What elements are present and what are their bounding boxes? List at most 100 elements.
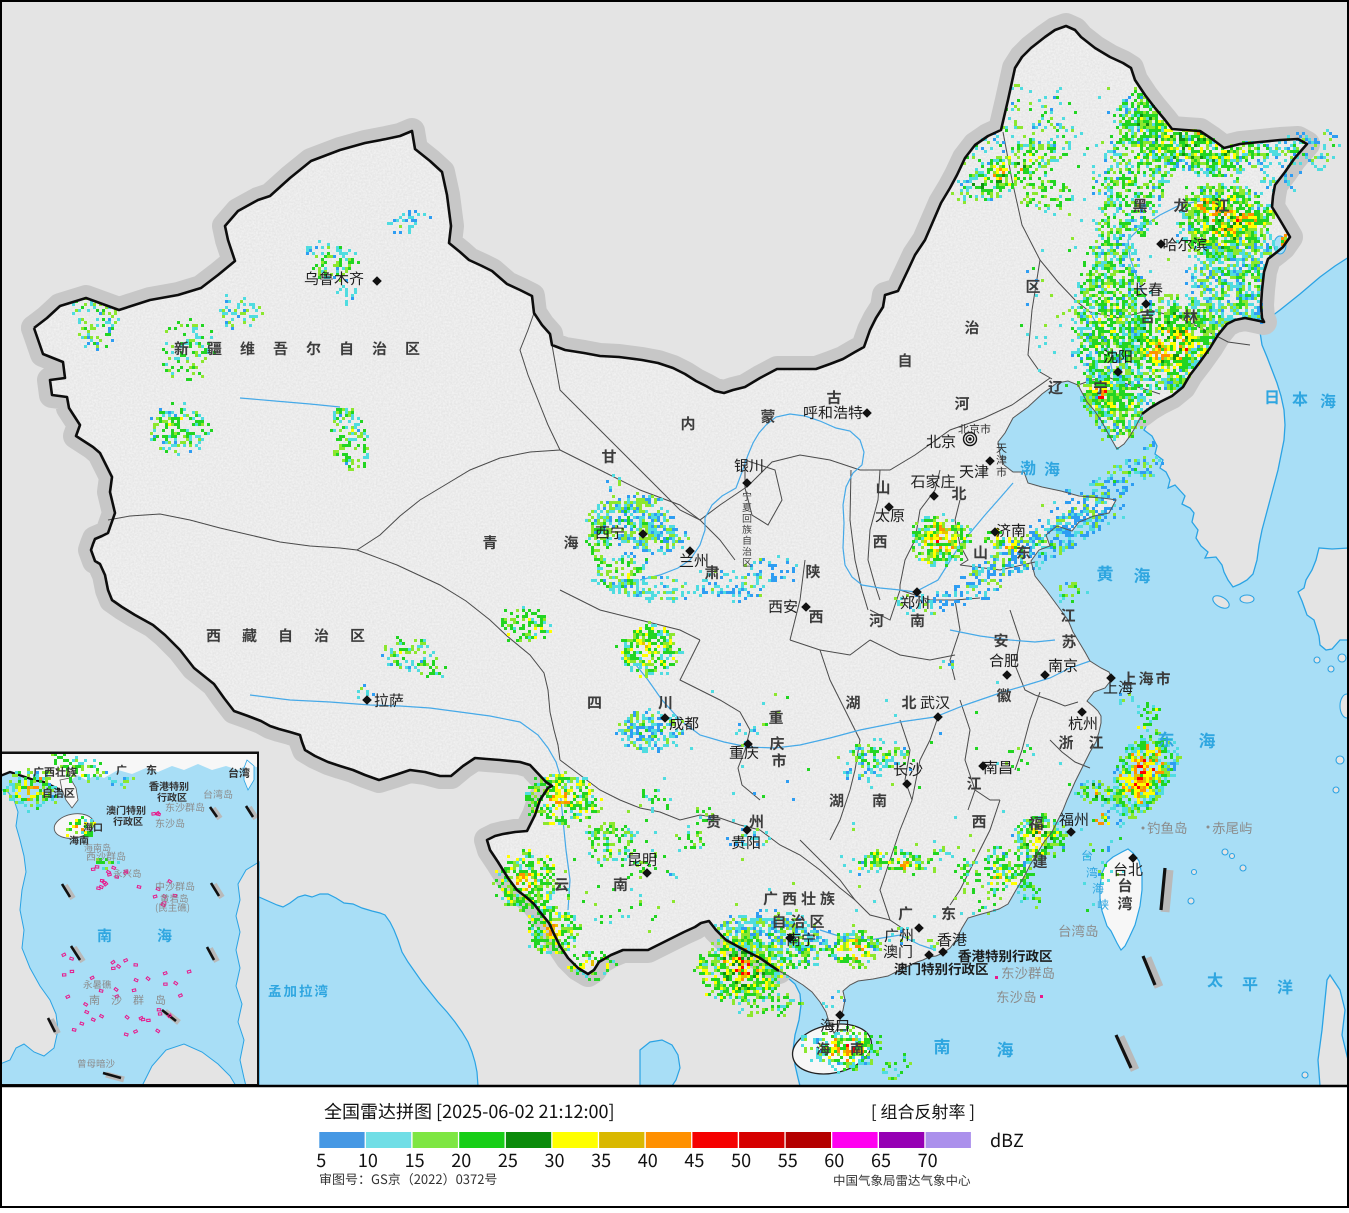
svg-text:广州: 广州: [884, 925, 914, 946]
svg-text:治: 治: [964, 317, 979, 338]
svg-text:庆: 庆: [769, 733, 784, 754]
svg-text:[ 组合反射率 ]: [ 组合反射率 ]: [871, 1098, 975, 1123]
svg-text:河: 河: [954, 393, 969, 414]
svg-text:广西壮族: 广西壮族: [763, 888, 839, 909]
svg-text:台: 台: [1117, 875, 1132, 896]
svg-text:北京: 北京: [926, 431, 956, 452]
svg-text:西藏自治区: 西藏自治区: [206, 625, 386, 646]
svg-text:dBZ: dBZ: [990, 1127, 1024, 1153]
svg-text:杭州: 杭州: [1068, 713, 1098, 734]
svg-text:钓鱼岛: 钓鱼岛: [1147, 817, 1188, 837]
svg-text:市: 市: [996, 464, 1007, 480]
svg-text:云南: 云南: [554, 874, 672, 895]
svg-text:海南: 海南: [69, 832, 89, 847]
svg-text:海: 海: [563, 532, 578, 553]
svg-text:昆明: 昆明: [627, 849, 657, 870]
svg-text:江: 江: [1060, 605, 1075, 626]
svg-text:北京市: 北京市: [958, 421, 991, 437]
svg-text:贵阳: 贵阳: [731, 832, 761, 853]
svg-text:呼和浩特: 呼和浩特: [803, 402, 863, 423]
svg-text:海: 海: [997, 1036, 1014, 1061]
svg-text:南昌: 南昌: [983, 757, 1013, 778]
svg-text:济南: 济南: [996, 520, 1026, 541]
svg-text:市: 市: [771, 750, 786, 771]
svg-text:海南: 海南: [816, 1039, 884, 1059]
svg-text:湖南: 湖南: [829, 790, 915, 811]
svg-text:夏: 夏: [742, 499, 752, 514]
svg-text:吉林: 吉林: [1140, 306, 1226, 327]
svg-text:太原: 太原: [875, 505, 905, 526]
svg-text:沈阳: 沈阳: [1103, 346, 1133, 367]
svg-text:族: 族: [742, 521, 752, 536]
svg-text:银川: 银川: [734, 455, 764, 476]
svg-text:天: 天: [996, 440, 1007, 456]
svg-text:甘: 甘: [601, 446, 616, 467]
svg-text:西: 西: [971, 811, 986, 832]
svg-text:台湾岛: 台湾岛: [203, 786, 233, 801]
svg-text:江: 江: [966, 773, 981, 794]
svg-text:日: 日: [1264, 384, 1280, 408]
svg-text:西: 西: [808, 606, 823, 627]
svg-text:50: 50: [731, 1147, 751, 1173]
svg-text:香港特别行政区: 香港特别行政区: [957, 945, 1053, 965]
svg-text:河南: 河南: [869, 610, 951, 631]
svg-text:台北: 台北: [1113, 859, 1143, 880]
svg-text:陕: 陕: [805, 561, 820, 582]
svg-text:天津: 天津: [959, 461, 989, 482]
svg-text:湾: 湾: [1117, 893, 1132, 914]
svg-text:55: 55: [778, 1147, 798, 1173]
svg-text:区: 区: [1025, 276, 1040, 297]
svg-text:湖: 湖: [845, 692, 860, 713]
svg-text:渤: 渤: [1020, 455, 1036, 479]
svg-text:65: 65: [871, 1147, 891, 1173]
svg-text:成都: 成都: [669, 713, 699, 734]
svg-text:自: 自: [897, 350, 912, 371]
svg-text:合肥: 合肥: [989, 650, 1019, 671]
svg-text:广东: 广东: [898, 903, 984, 924]
svg-text:肃: 肃: [704, 562, 719, 583]
svg-text:永暑礁: 永暑礁: [83, 977, 112, 991]
svg-text:本: 本: [1292, 386, 1308, 410]
svg-text:重: 重: [768, 707, 783, 728]
svg-text:浙: 浙: [1058, 732, 1073, 753]
svg-text:古: 古: [826, 387, 841, 408]
svg-text:武汉: 武汉: [920, 692, 950, 713]
svg-text:乌鲁木齐: 乌鲁木齐: [304, 268, 364, 289]
svg-text:北: 北: [951, 483, 966, 504]
svg-text:宁: 宁: [742, 488, 752, 503]
svg-text:40: 40: [638, 1147, 658, 1173]
svg-text:南京: 南京: [1048, 655, 1078, 676]
svg-text:25: 25: [498, 1147, 518, 1173]
svg-text:太: 太: [1207, 967, 1223, 991]
svg-text:中沙群岛: 中沙群岛: [155, 878, 195, 893]
svg-text:区: 区: [742, 554, 752, 569]
svg-text:海: 海: [1092, 880, 1104, 897]
svg-text:长沙: 长沙: [893, 759, 923, 780]
svg-text:石家庄: 石家庄: [910, 471, 955, 492]
svg-text:澳门特别行政区: 澳门特别行政区: [894, 958, 989, 978]
svg-text:30: 30: [545, 1147, 565, 1173]
svg-text:中国气象局雷达气象中心: 中国气象局雷达气象中心: [833, 1170, 971, 1189]
svg-text:70: 70: [918, 1147, 938, 1173]
svg-text:治: 治: [742, 543, 752, 558]
svg-text:赤尾屿: 赤尾屿: [1212, 817, 1253, 837]
svg-text:孟加拉湾: 孟加拉湾: [268, 980, 330, 1000]
svg-text:60: 60: [824, 1147, 844, 1173]
svg-text:山东: 山东: [973, 542, 1059, 563]
svg-text:行政区: 行政区: [157, 789, 187, 804]
svg-text:东: 东: [1158, 726, 1175, 751]
svg-text:平: 平: [1242, 971, 1258, 995]
svg-text:津: 津: [996, 452, 1007, 468]
svg-text:曾母暗沙: 曾母暗沙: [77, 1056, 116, 1070]
svg-text:南海: 南海: [97, 925, 217, 946]
svg-text:澳门特别: 澳门特别: [106, 802, 146, 817]
svg-text:郑州: 郑州: [900, 592, 930, 613]
svg-text:湾: 湾: [1086, 864, 1098, 881]
svg-text:黄岩岛: 黄岩岛: [160, 891, 189, 905]
svg-text:新疆维吾尔自治区: 新疆维吾尔自治区: [174, 338, 438, 359]
svg-text:哈尔滨: 哈尔滨: [1162, 234, 1207, 255]
svg-text:15: 15: [405, 1147, 425, 1173]
svg-text:西宁: 西宁: [595, 522, 625, 543]
svg-text:东: 东: [146, 762, 157, 778]
svg-text:安: 安: [993, 630, 1008, 651]
